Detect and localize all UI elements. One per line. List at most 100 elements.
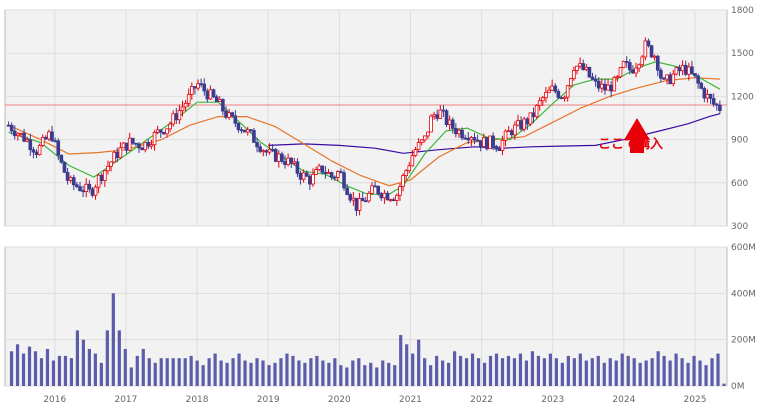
candle-body	[363, 200, 368, 203]
candle-body	[87, 183, 92, 190]
x-tick-label: 2021	[399, 395, 422, 405]
price-tick-label: 900	[731, 136, 748, 146]
candle-body	[631, 69, 635, 74]
candle-body	[562, 96, 567, 99]
candle-body	[50, 131, 54, 142]
volume-bar	[662, 355, 666, 386]
candle-body	[19, 132, 23, 135]
volume-bar	[69, 358, 74, 386]
volume-bar	[297, 360, 301, 386]
volume-bar	[327, 362, 331, 386]
candle-body	[537, 100, 542, 106]
candle-body	[503, 130, 508, 141]
volume-bar	[393, 365, 397, 386]
volume-bar	[387, 362, 391, 386]
candle-body	[236, 122, 241, 131]
candle-body	[699, 82, 704, 89]
candle-body	[357, 197, 362, 211]
volume-bar	[243, 360, 247, 386]
volume-bar	[291, 355, 295, 386]
candle-body	[367, 192, 371, 202]
candle-body	[103, 170, 107, 181]
candle-body	[292, 161, 297, 164]
volume-bar	[429, 365, 433, 386]
candle-body	[205, 90, 210, 100]
candle-body	[513, 124, 517, 136]
candle-body	[12, 130, 17, 137]
candle-body	[575, 65, 579, 71]
volume-bar	[177, 358, 181, 386]
candle-body	[336, 171, 340, 178]
candle-body	[578, 63, 582, 67]
price-tick-label: 1800	[731, 6, 754, 16]
volume-bar	[494, 353, 499, 386]
candle-body	[596, 80, 601, 89]
candle-body	[44, 136, 48, 140]
candle-body	[56, 140, 61, 156]
volume-bar	[201, 365, 205, 386]
candle-body	[239, 129, 244, 132]
candle-body	[28, 139, 33, 151]
candle-body	[624, 61, 629, 63]
volume-bar	[189, 355, 193, 386]
candle-body	[655, 55, 660, 71]
volume-bar	[608, 358, 612, 386]
candle-body	[62, 161, 67, 173]
volume-bar	[512, 358, 517, 386]
candle-body	[718, 104, 722, 112]
candle-body	[413, 149, 418, 157]
candle-body	[376, 185, 380, 195]
candle-body	[165, 128, 169, 135]
candle-body	[404, 170, 408, 176]
volume-bar	[231, 358, 235, 386]
candle-body	[711, 98, 716, 105]
candle-body	[649, 45, 654, 58]
volume-bar	[249, 362, 253, 386]
candle-body	[419, 139, 424, 143]
volume-bar	[680, 358, 684, 386]
volume-bar	[51, 360, 56, 386]
candle-body	[457, 129, 461, 135]
candle-body	[68, 177, 73, 181]
candle-body	[469, 137, 474, 141]
candle-body	[304, 172, 309, 177]
candle-body	[31, 149, 36, 153]
candle-body	[242, 129, 247, 133]
candle-body	[267, 148, 272, 153]
volume-bar	[159, 358, 163, 386]
volume-bar	[686, 362, 690, 386]
volume-bar	[375, 367, 379, 386]
candle-body	[106, 165, 110, 172]
volume-tick-label: 0M	[731, 382, 745, 392]
candle-body	[450, 119, 455, 129]
candle-body	[121, 142, 126, 149]
candle-body	[71, 177, 76, 186]
candle-body	[665, 74, 669, 80]
candle-body	[432, 114, 436, 117]
candle-body	[534, 105, 539, 118]
candle-body	[429, 115, 433, 133]
candle-body	[506, 130, 511, 133]
candle-body	[258, 146, 262, 152]
price-tick-label: 1200	[731, 92, 754, 102]
candle-body	[342, 172, 346, 189]
candle-body	[93, 186, 98, 196]
candle-body	[422, 135, 427, 141]
volume-bar	[33, 351, 38, 386]
candle-body	[208, 89, 213, 100]
candle-body	[662, 77, 666, 80]
volume-bar	[405, 344, 409, 386]
candle-body	[401, 175, 405, 187]
candle-body	[478, 140, 483, 147]
candle-body	[550, 85, 554, 91]
candle-body	[485, 137, 489, 150]
price-tick-label: 600	[731, 179, 748, 189]
volume-bar	[15, 344, 20, 386]
x-tick-label: 2023	[541, 395, 564, 405]
volume-bar	[303, 362, 307, 386]
candle-body	[221, 99, 225, 112]
candle-body	[252, 130, 256, 143]
candle-body	[245, 129, 250, 133]
x-tick-label: 2024	[612, 395, 635, 405]
